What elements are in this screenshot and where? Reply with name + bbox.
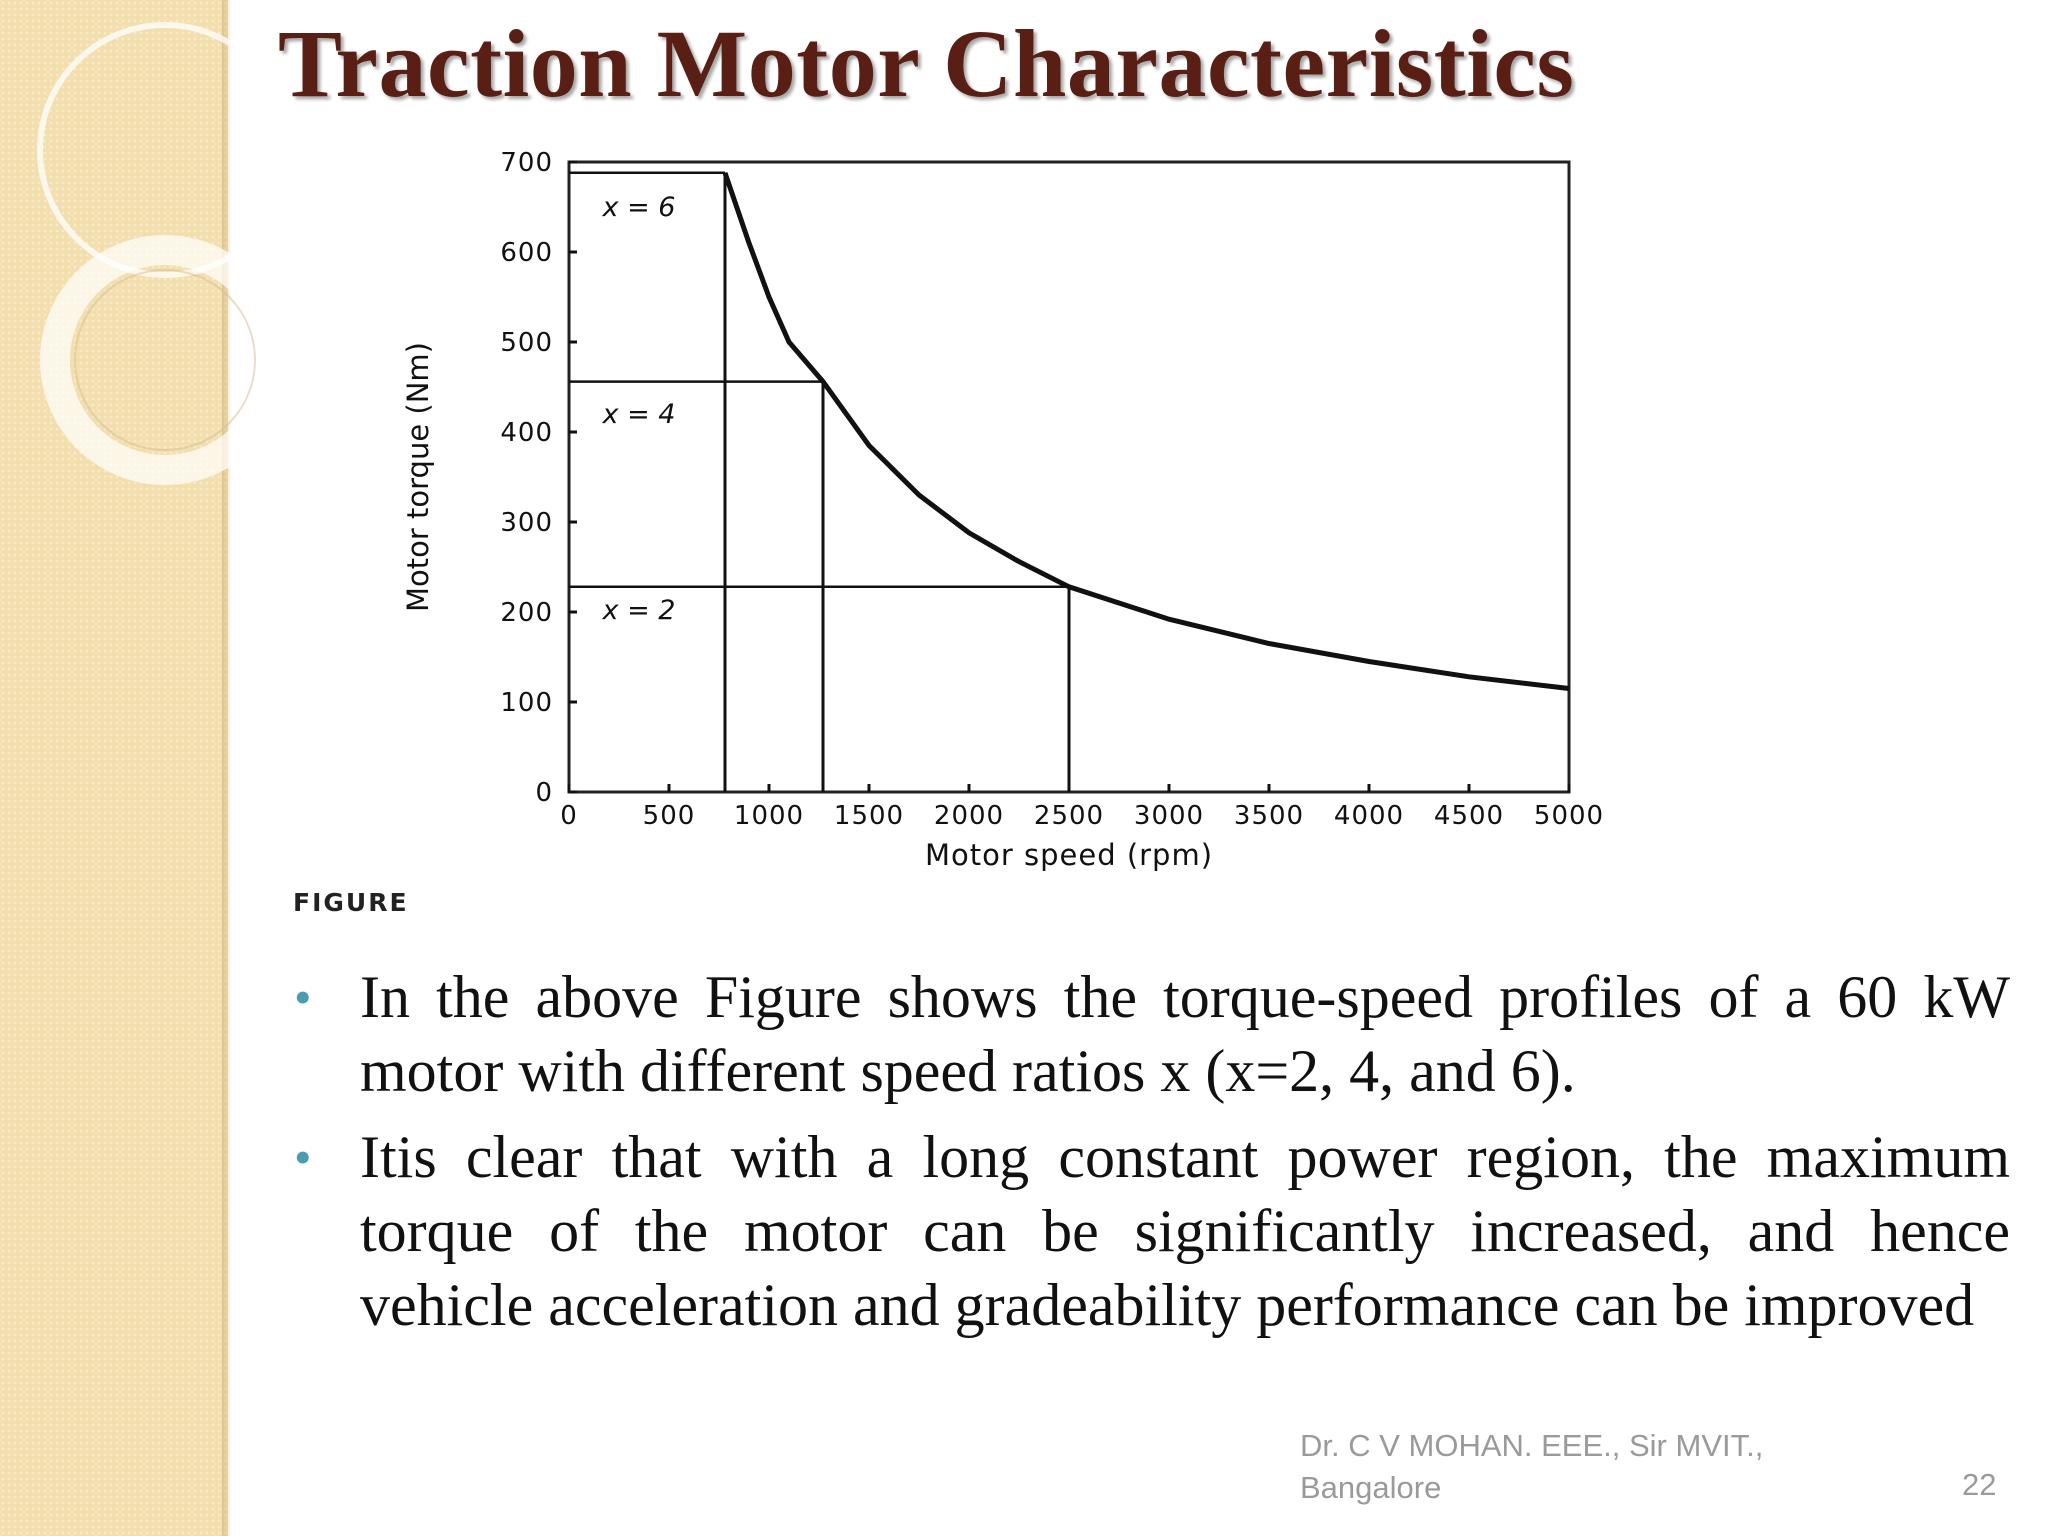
y-axis-label: Motor torque (Nm) [401, 342, 435, 612]
speed-ratio-labels: x = 6 x = 4 x = 2 [602, 192, 676, 626]
x-tick-label: 2000 [934, 801, 1004, 831]
speed-ratio-label: x = 2 [602, 595, 676, 626]
x-tick-label: 0 [560, 801, 578, 831]
base-speed-guides [569, 171, 1071, 792]
y-tick-label: 0 [535, 778, 553, 808]
y-tick-label: 500 [500, 328, 553, 358]
y-tick-label: 100 [500, 688, 553, 718]
x-tick-label: 4000 [1334, 801, 1404, 831]
x-tick-label: 1000 [734, 801, 804, 831]
y-tick-label: 400 [500, 418, 553, 448]
torque-speed-chart: 0 500 1000 1500 2000 2500 3000 3500 4000 4500 5000… [401, 148, 1604, 872]
x-tick-label: 5000 [1534, 801, 1604, 831]
x-tick-label: 500 [643, 801, 696, 831]
x-axis-label: Motor speed (rpm) [925, 838, 1213, 872]
torque-curve [722, 171, 1570, 691]
bullet-item: • In the above Figure shows the torque-sp… [280, 960, 2010, 1108]
y-tick-label: 200 [500, 598, 553, 628]
speed-ratio-label: x = 4 [602, 399, 676, 430]
x-tick-label: 3000 [1134, 801, 1204, 831]
x-tick-label: 2500 [1034, 801, 1104, 831]
bullet-text: In the above Figure shows the torque-spe… [360, 964, 2010, 1104]
bullet-text: Itis clear that with a long constant pow… [360, 1124, 2010, 1338]
x-tick-label: 3500 [1234, 801, 1304, 831]
x-tick-label: 1500 [834, 801, 904, 831]
y-tick-label: 700 [500, 148, 553, 178]
y-axis-ticks: 0 100 200 300 400 500 600 700 [500, 148, 577, 808]
figure-caption: FIGURE [293, 888, 409, 917]
footer-author: Dr. C V MOHAN. EEE., Sir MVIT., Bangalor… [1300, 1428, 1764, 1505]
x-axis-ticks: 0 500 1000 1500 2000 2500 3000 3500 4000 4500 5000 [560, 784, 1604, 831]
bullet-list: • In the above Figure shows the torque-sp… [280, 960, 2010, 1354]
y-tick-label: 300 [500, 508, 553, 538]
decorative-rings [37, 22, 293, 485]
x-tick-label: 4500 [1434, 801, 1504, 831]
bullet-item: • Itis clear that with a long constant po… [280, 1120, 2010, 1342]
bullet-dot-icon: • [294, 1129, 312, 1185]
bullet-dot-icon: • [294, 969, 312, 1025]
side-band-shadow [222, 0, 232, 1536]
speed-ratio-label: x = 6 [602, 192, 676, 223]
slide-title: Traction Motor Characteristics [278, 10, 1575, 117]
y-tick-label: 600 [500, 238, 553, 268]
page-number: 22 [1962, 1467, 1997, 1502]
